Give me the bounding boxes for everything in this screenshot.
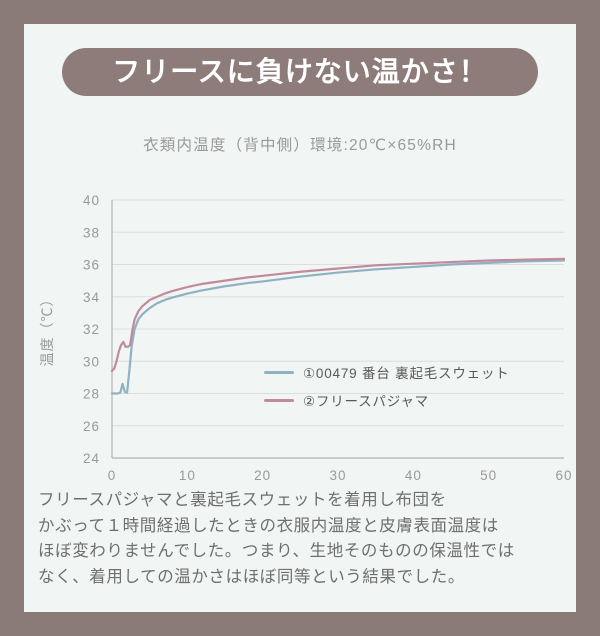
- series-line-2: [110, 257, 566, 373]
- page-title: フリースに負けない温かさ！: [112, 56, 488, 87]
- y-tick-label: 38: [83, 225, 100, 240]
- title-badge: フリースに負けない温かさ！: [62, 48, 538, 96]
- description-line-2: かぶって１時間経過したときの衣服内温度と皮膚表面温度は: [38, 516, 499, 535]
- legend-label-sweat: ①00479 番台 裏起毛スウェット: [303, 366, 510, 381]
- y-tick-label: 24: [83, 451, 100, 466]
- chart-legend: ①00479 番台 裏起毛スウェット ②フリースパジャマ: [264, 358, 544, 414]
- legend-swatch-pink: [264, 398, 294, 402]
- description-line-4: なく、着用しての温かさはほぼ同等という結果でした。: [38, 567, 466, 586]
- legend-swatch-blue: [264, 370, 294, 374]
- description-line-3: ほぼ変わりませんでした。つまり、生地そのものの保温性では: [38, 542, 515, 560]
- x-tick-label: 60: [555, 468, 572, 483]
- x-tick-label: 40: [405, 468, 422, 483]
- content-panel: フリースに負けない温かさ！ 衣類内温度（背中側）環境:20℃×65%RH 24 2…: [24, 24, 576, 612]
- y-tick-label: 34: [83, 290, 100, 305]
- chart-subtitle: 衣類内温度（背中側）環境:20℃×65%RH: [143, 137, 457, 154]
- y-tick-label: 30: [83, 354, 100, 369]
- y-tick-label: 32: [83, 322, 100, 337]
- series-line-1: [110, 259, 566, 395]
- legend-item-sweat: ①00479 番台 裏起毛スウェット: [264, 358, 544, 386]
- x-tick-label: 30: [329, 468, 346, 483]
- x-tick-label: 0: [108, 468, 117, 483]
- y-tick-label: 40: [83, 193, 100, 208]
- x-tick-label: 50: [480, 468, 497, 483]
- x-tick-label: 10: [179, 468, 196, 483]
- chart-svg: 2426283032343638400102030405060時間（min）温度…: [39, 193, 572, 483]
- y-tick-label: 28: [83, 387, 100, 402]
- legend-label-fleece: ②フリースパジャマ: [303, 394, 429, 409]
- y-axis-title: 温度（℃）: [39, 292, 55, 367]
- legend-item-fleece: ②フリースパジャマ: [264, 386, 544, 414]
- description-block: フリースパジャマと裏起毛スウェットを着用し布団を かぶって１時間経過したときの衣…: [38, 488, 562, 590]
- y-tick-label: 36: [83, 258, 100, 273]
- x-tick-label: 20: [254, 468, 271, 483]
- description-line-1: フリースパジャマと裏起毛スウェットを着用し布団を: [38, 491, 447, 509]
- y-tick-label: 26: [83, 419, 100, 434]
- temperature-chart: 2426283032343638400102030405060時間（min）温度…: [24, 170, 576, 490]
